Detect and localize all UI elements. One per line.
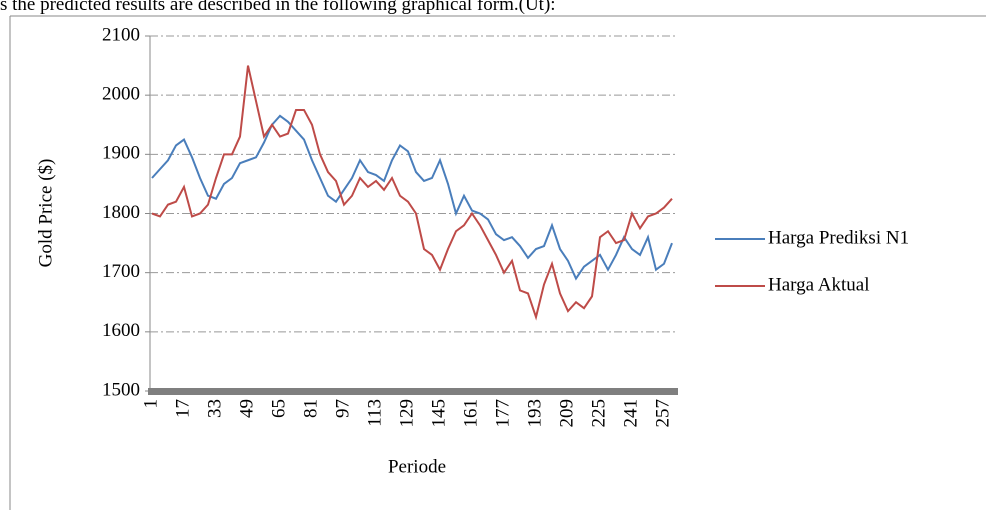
series-line xyxy=(151,114,673,281)
y-tick-label: 1700 xyxy=(102,261,140,282)
legend-label: Harga Prediksi N1 xyxy=(768,227,909,248)
x-tick-label: 97 xyxy=(332,399,353,418)
x-tick-label: 145 xyxy=(428,399,449,428)
y-tick-label: 1900 xyxy=(102,143,140,164)
y-tick-label: 2100 xyxy=(102,24,140,45)
x-tick-label: 113 xyxy=(364,399,385,427)
x-tick-label: 1 xyxy=(140,399,161,409)
x-tick-label: 161 xyxy=(460,399,481,428)
y-tick-label: 2000 xyxy=(102,84,140,105)
y-tick-label: 1500 xyxy=(102,379,140,400)
caption: s the predicted results are described in… xyxy=(0,0,556,15)
x-tick-label: 33 xyxy=(204,399,225,418)
x-tick-label: 49 xyxy=(236,399,257,418)
x-tick-label: 65 xyxy=(268,399,289,418)
y-tick-label: 1800 xyxy=(102,202,140,223)
x-tick-label: 193 xyxy=(524,399,545,428)
x-tick-label: 81 xyxy=(300,399,321,418)
x-axis-label: Periode xyxy=(388,456,446,477)
x-tick-label: 177 xyxy=(492,399,513,428)
series-line xyxy=(151,65,673,321)
x-tick-label: 241 xyxy=(620,399,641,428)
x-tick-label: 17 xyxy=(172,399,193,418)
x-tick-label: 129 xyxy=(396,399,417,428)
y-tick-label: 1600 xyxy=(102,320,140,341)
x-tick-label: 225 xyxy=(588,399,609,428)
x-tick-label: 209 xyxy=(556,399,577,428)
y-axis-label: Gold Price ($) xyxy=(35,159,56,268)
legend-label: Harga Aktual xyxy=(768,274,870,295)
x-tick-label: 257 xyxy=(652,399,673,428)
x-axis xyxy=(148,388,678,395)
